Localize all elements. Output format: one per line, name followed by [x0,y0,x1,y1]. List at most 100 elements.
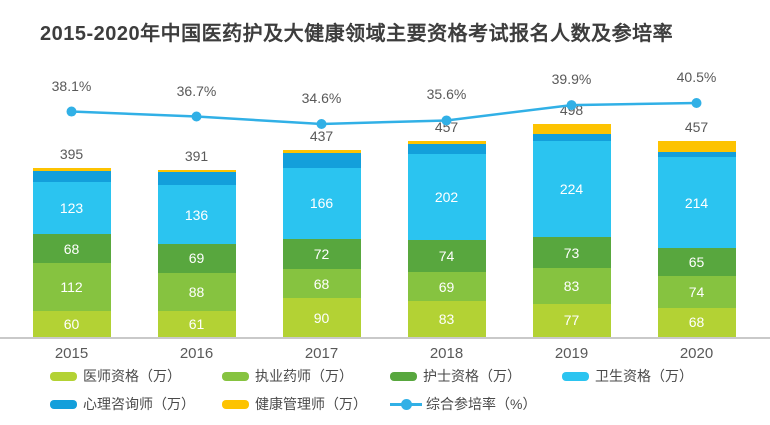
segment-value-label: 112 [60,279,83,296]
legend-label: 心理咨询师（万） [83,396,195,412]
bar-segment: 65 [657,248,736,277]
legend-label: 健康管理师（万） [255,396,367,412]
plot-area: 123 68 112 60 395 38.1% 136 69 88 61 391 36.7% 166 72… [32,68,736,337]
bar-segment [157,169,236,173]
bar-segment: 166 [282,167,361,239]
legend-item: 执业药师（万） [222,367,353,385]
participation-rate-line [66,97,702,129]
bar-segment: 123 [32,181,111,235]
bar-segment: 68 [32,234,111,264]
legend-swatch [390,371,417,381]
year-label: 2020 [679,345,714,362]
segment-value-label: 90 [313,309,330,326]
x-axis-line [0,337,770,339]
year-label: 2016 [179,345,214,362]
bar-segment [32,167,111,171]
bar-segment [32,170,111,182]
segment-value-label: 214 [684,194,709,211]
legend-item: 医师资格（万） [50,367,181,385]
bar-segment [532,134,611,142]
legend-item: 卫生资格（万） [562,367,693,385]
bar-segment [282,152,361,168]
legend-swatch [222,371,249,381]
bar-segment: 83 [407,301,486,337]
year-label: 2019 [554,345,589,362]
segment-value-label: 88 [188,284,205,301]
bar-segment [282,149,361,153]
segment-value-label: 74 [438,248,455,265]
bar-total-label: 457 [434,119,459,136]
bar-column: 123 68 112 60 [32,167,111,337]
segment-value-label: 202 [434,189,459,206]
bar-segment: 83 [532,268,611,304]
bar-segment: 69 [407,271,486,302]
bar-segment: 60 [32,311,111,337]
segment-value-label: 68 [313,275,330,292]
segment-value-label: 69 [438,278,455,295]
segment-value-label: 224 [559,181,584,198]
bar-segment [657,141,736,152]
legend-item: 综合参培率（%） [390,395,536,413]
legend-label: 卫生资格（万） [595,368,693,384]
year-label: 2018 [429,345,464,362]
bar-total-label: 391 [184,147,209,164]
chart-title: 2015-2020年中国医药护及大健康领域主要资格考试报名人数及参培率 [40,23,674,45]
segment-value-label: 69 [188,250,205,267]
legend-item: 心理咨询师（万） [50,395,195,413]
segment-value-label: 73 [563,244,580,261]
bar-total-label: 395 [59,145,84,162]
rate-value-label: 39.9% [551,71,592,88]
bar-segment: 90 [282,298,361,337]
rate-value-label: 36.7% [176,82,217,99]
bar-segment: 224 [532,141,611,238]
rate-value-label: 35.6% [426,86,467,103]
legend-swatch [50,371,77,381]
rate-line-path [71,101,697,126]
legend-dot [401,398,412,410]
bar-segment: 73 [532,237,611,269]
bar-segment: 202 [407,153,486,241]
bar-column: 136 69 88 61 [157,169,236,337]
bar-segment: 136 [157,185,236,244]
legend-label: 护士资格（万） [423,368,521,384]
segment-value-label: 60 [63,316,80,333]
segment-value-label: 83 [563,278,580,295]
bar-segment: 69 [157,243,236,274]
rate-point [691,97,702,108]
legend-swatch [562,371,589,381]
legend-label: 综合参培率（%） [426,396,537,412]
rate-value-label: 40.5% [676,68,717,85]
bar-segment [532,123,611,135]
bar-total-label: 437 [309,127,334,144]
bar-segment: 68 [657,307,736,337]
legend-item: 健康管理师（万） [222,395,367,413]
bar-segment: 68 [282,269,361,299]
bar-column: 224 73 83 77 [532,123,611,337]
rate-value-label: 38.1% [51,77,92,94]
rate-value-label: 34.6% [301,90,342,106]
legend-label: 医师资格（万） [83,368,181,384]
segment-value-label: 166 [309,195,334,212]
segment-value-label: 123 [59,199,84,216]
bar-segment: 77 [532,304,611,337]
bar-segment [157,172,236,186]
segment-value-label: 72 [313,245,330,262]
segment-value-label: 61 [188,315,205,332]
legend-label: 执业药师（万） [255,368,353,384]
bar-column: 202 74 69 83 [407,141,486,337]
segment-value-label: 77 [563,312,580,329]
bar-total-label: 457 [684,119,709,136]
bar-segment [657,151,736,157]
rate-point [191,111,202,122]
legend-item: 护士资格（万） [390,367,521,385]
bar-segment: 112 [32,263,111,312]
segment-value-label: 68 [688,314,705,331]
year-label: 2017 [304,345,339,362]
bar-segment [407,143,486,154]
segment-value-label: 65 [688,254,705,271]
legend-line-marker-icon [390,398,422,410]
legend-swatch [50,399,77,409]
bar-segment [407,141,486,144]
rate-point [566,100,577,111]
